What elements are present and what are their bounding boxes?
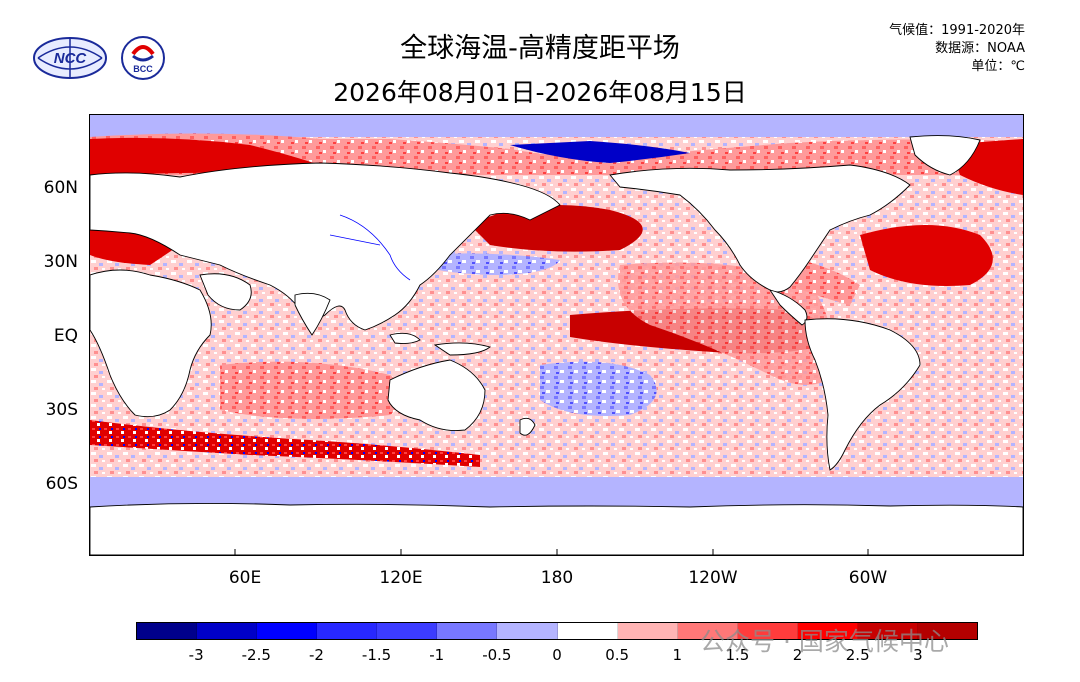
colorbar-tick-label: -2.5 — [241, 646, 271, 664]
source-text: 数据源：NOAA — [935, 41, 1025, 56]
india-land — [294, 292, 331, 336]
bcc-logo-text: BCC — [133, 64, 153, 74]
lon-label-120w: 120W — [688, 568, 738, 588]
colorbar-segment — [677, 623, 738, 639]
colorbar-tick-label: -2 — [308, 646, 324, 664]
north-america-land — [609, 164, 911, 293]
colorbar-segment — [617, 623, 678, 639]
title-line2: 2026年08月01日-2026年08月15日 — [333, 78, 747, 107]
colorbar — [136, 622, 978, 640]
lon-label-120e: 120E — [379, 568, 423, 588]
colorbar-segment — [317, 623, 378, 639]
ncc-logo-text: NCC — [54, 50, 88, 67]
meta-info: 气候值：1991-2020年 数据源：NOAA 单位：℃ — [889, 22, 1025, 76]
lat-label-eq: EQ — [53, 326, 78, 346]
new-guinea-land — [433, 342, 491, 356]
colorbar-tick-label: 0 — [552, 646, 562, 664]
colorbar-tick-label: 3 — [913, 646, 923, 664]
unit-text: 单位：℃ — [971, 59, 1025, 74]
bcc-logo: BCC — [118, 34, 168, 86]
land-masses — [90, 135, 1023, 555]
colorbar-tick-label: 1 — [672, 646, 683, 664]
indian-ocean-warm — [220, 361, 405, 419]
north-atlantic-warm-patch — [860, 225, 993, 286]
south-america-land — [804, 318, 921, 471]
lon-label-60e: 60E — [228, 568, 262, 588]
arctic-cold-band — [90, 115, 1023, 137]
colorbar-segment — [197, 623, 258, 639]
colorbar-segment — [377, 623, 438, 639]
colorbar-tick-label: 1.5 — [725, 646, 750, 664]
colorbar-segment — [918, 623, 978, 639]
eurasia-land — [90, 162, 561, 331]
australia-land — [387, 359, 486, 431]
greenland-land — [909, 135, 981, 176]
north-pacific-cold-band — [420, 253, 560, 275]
ncc-logo: NCC — [30, 34, 110, 86]
colorbar-tick-label: -1.5 — [361, 646, 392, 664]
lat-label-30s: 30S — [45, 400, 78, 420]
antarctica-land — [90, 502, 1023, 555]
baseline-text: 气候值：1991-2020年 — [889, 23, 1025, 38]
lat-label-30n: 30N — [43, 252, 78, 272]
new-zealand-land — [519, 417, 536, 436]
title-line1: 全球海温-高精度距平场 — [400, 33, 680, 64]
colorbar-tick-label: -1 — [429, 646, 445, 664]
colorbar-segment — [137, 623, 198, 639]
colorbar-segment — [797, 623, 858, 639]
arabia-land — [199, 273, 252, 311]
southern-ocean-warm-band — [90, 420, 480, 467]
south-pacific-cold-patch — [540, 361, 657, 416]
africa-land — [90, 269, 212, 418]
colorbar-tick-label: 0.5 — [605, 646, 630, 664]
lon-label-60w: 60W — [848, 568, 888, 588]
sst-anomaly-map — [89, 114, 1024, 556]
watermark-text: 公众号 · 国家气候中心 — [700, 627, 949, 656]
antarctic-cold-band — [90, 477, 1023, 507]
colorbar-segment — [737, 623, 798, 639]
borneo-land — [389, 332, 421, 345]
colorbar-segment — [437, 623, 498, 639]
rivers — [329, 214, 411, 281]
lon-label-180: 180 — [540, 568, 574, 588]
colorbar-tick-label: -3 — [188, 646, 204, 664]
north-pacific-warm-blob — [470, 205, 643, 252]
lat-label-60s: 60S — [45, 474, 78, 494]
colorbar-tick-label: -0.5 — [482, 646, 512, 664]
colorbar-segment — [857, 623, 919, 639]
colorbar-tick-label: 2 — [792, 646, 803, 664]
lon-ticks — [234, 549, 869, 555]
colorbar-segment — [497, 623, 558, 639]
lat-label-60n: 60N — [43, 178, 78, 198]
colorbar-segment — [257, 623, 318, 639]
colorbar-tick-label: 2.5 — [845, 646, 870, 664]
arctic-cold-patch — [510, 141, 690, 163]
colorbar-segment — [557, 623, 618, 639]
